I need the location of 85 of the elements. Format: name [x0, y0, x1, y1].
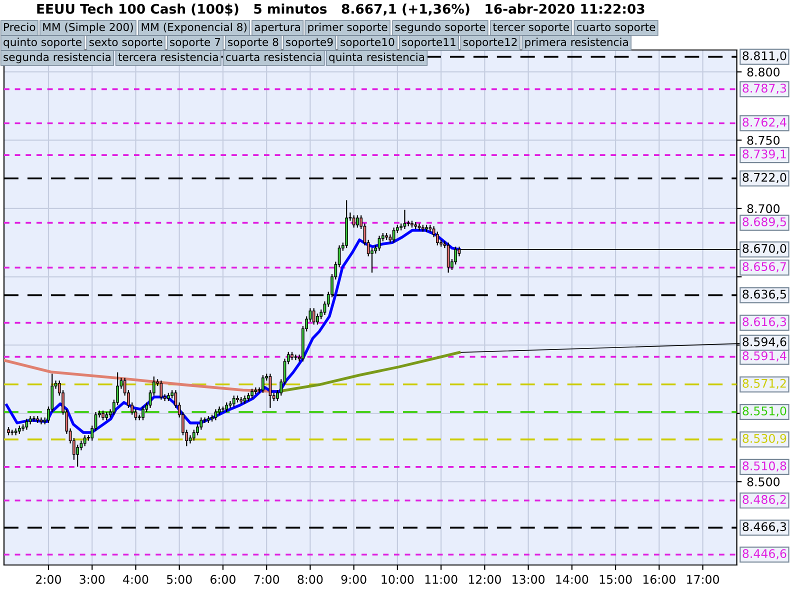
ref-line-label: 8.571,2: [742, 378, 786, 390]
x-tick-label: 14:00: [556, 574, 588, 584]
text: MM (Exponencial 8): [142, 22, 247, 34]
ref-line-label: 8.689,5: [742, 217, 786, 228]
x-tick-label: 17:00: [687, 574, 720, 584]
annotation: 8.670,0: [742, 244, 786, 254]
text: soporte9: [286, 38, 333, 48]
candlestick: [378, 235, 381, 252]
ref-line-label: 8.551,0: [742, 406, 786, 417]
x-tick-label: 10:00: [382, 574, 414, 584]
candlestick: [83, 434, 86, 447]
y-tick-label: 8.700: [747, 204, 780, 214]
text: soporte11: [402, 38, 456, 48]
candlestick: [14, 428, 18, 436]
candlestick: [418, 222, 421, 231]
candlestick: [142, 406, 144, 421]
x-tick-label: 16:00: [643, 574, 676, 584]
ref-line-label: 8.591,4: [742, 351, 786, 362]
ref-line-label: 8.486,2: [742, 495, 786, 506]
annotation: cuarta resistencia: [226, 52, 322, 62]
x-tick-label: 4:00: [123, 574, 148, 584]
ref-line-label: 8.530,9: [742, 434, 786, 444]
candlestick: [80, 440, 83, 451]
ref-line-label: 8.510,8: [742, 461, 786, 472]
ref-line-label: 8.787,3: [742, 84, 786, 94]
ref-line-label: 8.616,3: [742, 317, 786, 328]
x-tick-label: 6:00: [210, 574, 236, 584]
x-tick-label: 2:00: [36, 574, 61, 584]
text: soporte12: [463, 38, 517, 48]
chart-title: EEUU Tech 100 Cash (100$) 5 minutos 8.667,1 (+1,36%) 16-abr-2020 11:22:03: [37, 4, 644, 16]
annotation: quinta resistencia: [329, 52, 424, 64]
candlestick: [356, 214, 359, 228]
text: MM (Simple 200): [43, 22, 133, 34]
candlestick: [232, 395, 236, 408]
candlestick: [76, 444, 80, 468]
candlestick: [40, 416, 43, 425]
candlestick: [446, 242, 450, 274]
text: cuarto soporte: [576, 23, 656, 34]
ref-line-label: 8.762,4: [742, 118, 786, 128]
x-tick-label: 8:00: [298, 574, 323, 584]
candlestick: [225, 402, 228, 413]
text: tercer soporte: [493, 23, 569, 34]
x-tick-label: 9:00: [341, 574, 366, 584]
ref-line-label: 8.656,7: [742, 262, 786, 272]
candlestick: [214, 408, 218, 421]
candlestick: [134, 408, 138, 421]
candlestick: [352, 214, 356, 228]
candlestick: [250, 388, 254, 399]
text: Precio: [4, 22, 36, 32]
candlestick: [228, 400, 232, 408]
ref-line-label: 8.636,5: [742, 290, 786, 300]
text: soporte 7: [170, 38, 220, 48]
x-tick-label: 5:00: [167, 574, 192, 584]
candlestick: [312, 308, 316, 326]
text: primera resistencia: [525, 38, 628, 48]
ref-line-label: 8.446,6: [742, 549, 786, 560]
text: sexto soporte: [89, 38, 162, 48]
x-tick-label: 13:00: [512, 574, 545, 584]
candlestick: [403, 209, 406, 230]
text: apertura: [254, 23, 300, 34]
y-tick-label: 8.800: [747, 68, 780, 77]
ref-line-label: 8.466,3: [742, 522, 786, 532]
candlestick: [102, 410, 104, 421]
ref-line-label: 8.722,0: [742, 172, 786, 184]
x-tick-label: 11:00: [425, 574, 458, 584]
y-tick-label: 8.750: [747, 136, 780, 145]
text: soporte 8: [228, 38, 278, 48]
candlestick: [262, 374, 264, 394]
text: soporte10: [340, 38, 394, 48]
candlestick: [316, 313, 319, 326]
annotation: 8.594,6: [742, 337, 786, 348]
candlestick: [25, 418, 28, 430]
x-tick-label: 15:00: [600, 574, 632, 584]
x-tick-label: 12:00: [468, 574, 501, 584]
text: quinto soporte: [4, 38, 82, 48]
ref-line-label: 8.739,1: [742, 150, 786, 160]
x-tick-label: 3:00: [80, 574, 105, 584]
text: segundo soporte: [395, 22, 486, 34]
candlestick: [160, 380, 163, 400]
text: primer soporte: [308, 22, 388, 34]
annotation: tercera resistencia: [118, 52, 218, 62]
y-tick-label: 8.500: [747, 477, 780, 486]
x-tick-label: 7:00: [254, 574, 280, 584]
ref-line-label: 8.811,0: [742, 51, 786, 62]
annotation: segunda resistencia: [4, 52, 110, 64]
